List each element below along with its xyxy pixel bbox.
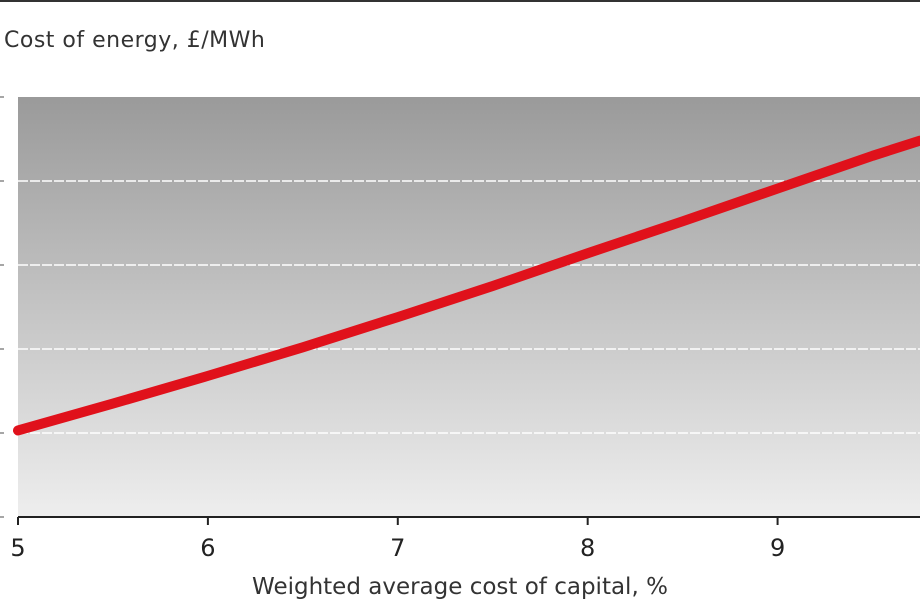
x-tick-label: 9 — [770, 534, 785, 562]
top-rule — [0, 0, 920, 2]
x-tick-label: 8 — [580, 534, 595, 562]
x-tick-label: 6 — [200, 534, 215, 562]
x-ticks: 5 6 7 8 9 — [10, 517, 785, 562]
series-group — [13, 135, 920, 436]
x-tick-label: 7 — [390, 534, 405, 562]
x-axis-label: Weighted average cost of capital, % — [252, 574, 668, 600]
series-line — [13, 135, 920, 436]
plot-area — [18, 97, 920, 517]
y-axis-label: Cost of energy, £/MWh — [4, 28, 266, 53]
y-ticks — [0, 96, 4, 518]
grid-lines — [18, 180, 920, 434]
x-tick-label: 5 — [10, 534, 25, 562]
